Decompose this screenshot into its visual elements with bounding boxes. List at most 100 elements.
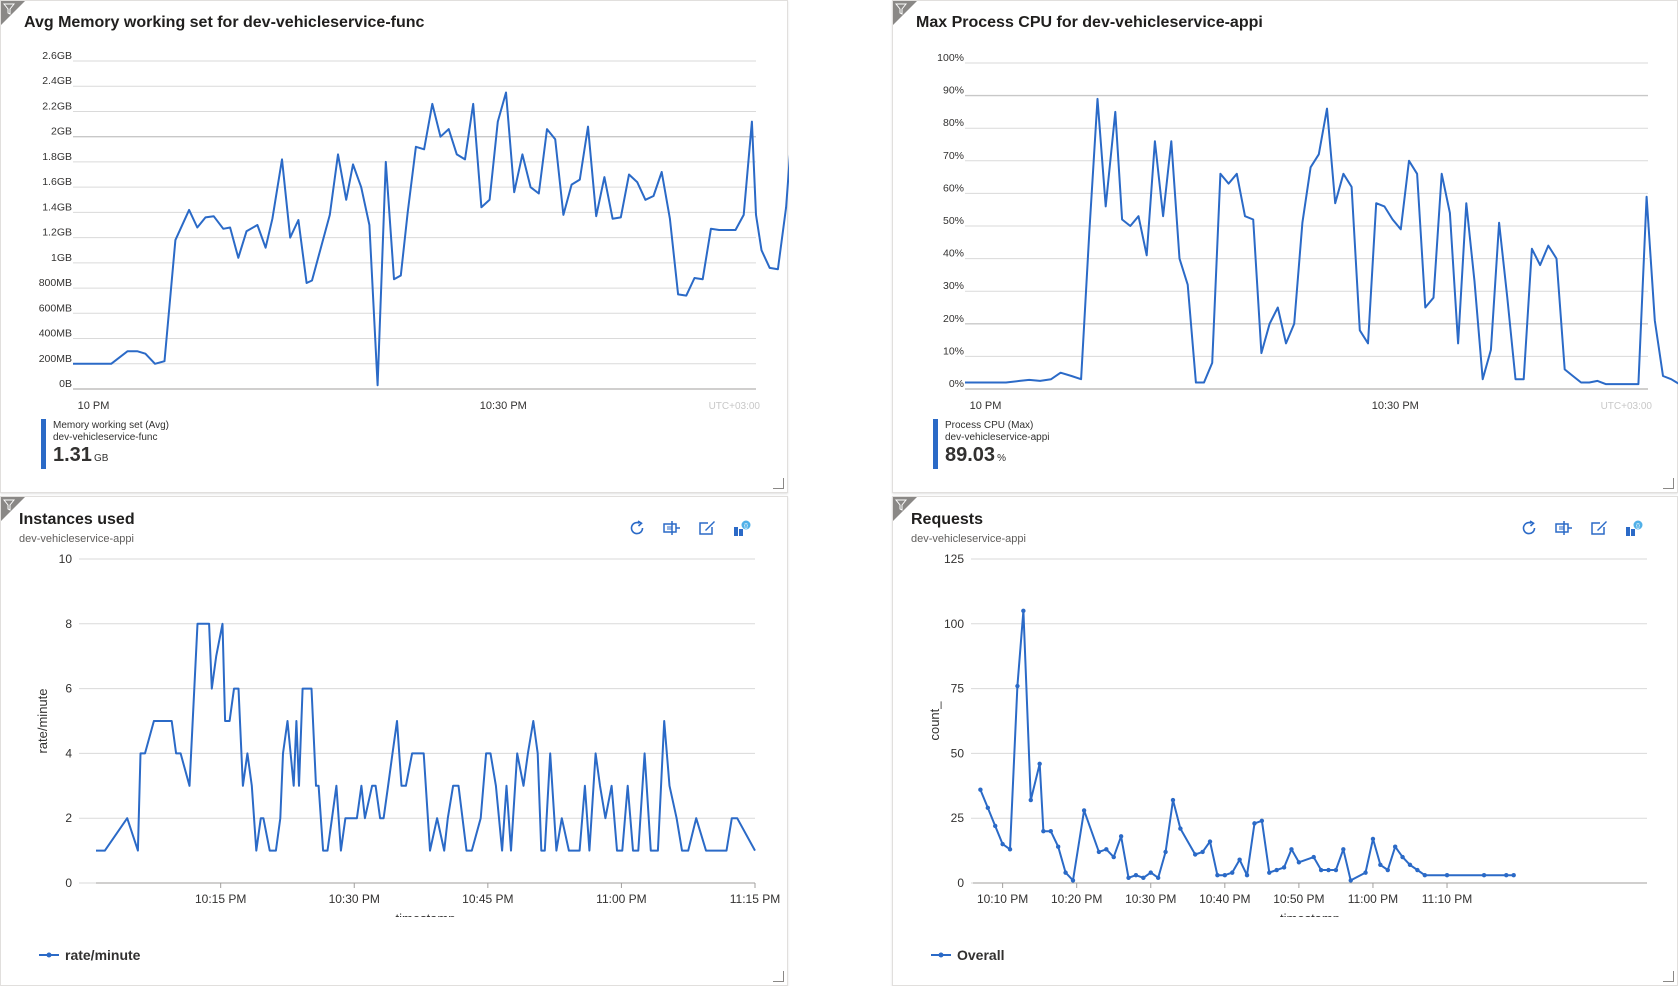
resize-handle[interactable] xyxy=(1663,971,1674,982)
data-point xyxy=(1070,878,1076,883)
y-tick-label: 0% xyxy=(949,378,964,390)
data-point xyxy=(1400,854,1405,860)
y-tick-label: 90% xyxy=(943,85,964,97)
filter-icon[interactable] xyxy=(893,497,917,521)
data-point xyxy=(985,805,991,811)
y-axis-title: count_ xyxy=(927,701,942,741)
tile-subtitle: dev-vehicleservice-appi xyxy=(911,533,1026,545)
svg-text:{}: {} xyxy=(1635,523,1639,529)
tile-toolbar: {} xyxy=(1518,517,1644,538)
data-point xyxy=(1104,847,1109,852)
y-tick-label: 2GB xyxy=(51,126,72,138)
logs-icon[interactable]: {} xyxy=(731,517,752,538)
data-point xyxy=(1163,849,1168,855)
y-tick-label: 1.4GB xyxy=(42,201,72,213)
data-point xyxy=(1481,873,1487,878)
data-point xyxy=(1281,865,1287,870)
logs-icon[interactable]: {} xyxy=(1623,517,1644,538)
data-point xyxy=(1200,849,1205,855)
data-point xyxy=(1222,873,1228,878)
tile-title: Instances used xyxy=(19,511,135,528)
x-tick-label: 10 PM xyxy=(78,400,110,412)
legend-metric: Memory working set (Avg) xyxy=(53,420,169,431)
y-tick-label: 400MB xyxy=(39,328,72,340)
legend-resource: dev-vehicleservice-func xyxy=(53,432,158,443)
instances-tile: Instances used dev-vehicleservice-appi {… xyxy=(0,496,788,986)
y-tick-label: 100% xyxy=(937,52,964,64)
data-point xyxy=(1259,818,1265,823)
cpu-chart: 0% 10% 20% 30% 40% 50% 60% 70% 80% 90% 100% 10 PM 10… xyxy=(937,52,1678,412)
data-point xyxy=(1385,867,1390,873)
x-tick-label: 11:00 PM xyxy=(596,892,646,906)
y-tick-label: 6 xyxy=(65,682,72,696)
svg-text:{}: {} xyxy=(743,523,747,529)
tile-toolbar: {} xyxy=(626,517,752,538)
legend-value: 89.03% xyxy=(945,444,1006,466)
x-tick-label: 10:20 PM xyxy=(1051,892,1102,906)
x-tick-label: 11:10 PM xyxy=(1422,892,1472,906)
data-point xyxy=(1055,844,1061,849)
data-point xyxy=(1126,875,1131,881)
y-tick-label: 8 xyxy=(65,617,72,631)
requests-chart: 0 25 50 75 100 125 10:10 PM 10:20 PM 10:30 PM 10:… xyxy=(927,552,1647,917)
y-tick-label: 80% xyxy=(943,117,964,129)
x-tick-label: 11:15 PM xyxy=(730,892,780,906)
refresh-icon[interactable] xyxy=(1518,517,1539,538)
x-tick-label: 10:30 PM xyxy=(1372,400,1419,412)
y-tick-label: 600MB xyxy=(39,302,72,314)
data-point xyxy=(1048,828,1053,834)
series-line xyxy=(96,622,756,852)
data-point xyxy=(1326,867,1331,873)
y-tick-label: 100 xyxy=(944,617,964,631)
tile-subtitle: dev-vehicleservice-appi xyxy=(19,533,134,545)
y-tick-label: 0 xyxy=(65,876,72,890)
y-tick-label: 2.6GB xyxy=(42,50,72,62)
data-point xyxy=(1230,870,1235,875)
y-tick-label: 2.4GB xyxy=(42,75,72,87)
pin-icon[interactable] xyxy=(1553,517,1574,538)
filter-icon[interactable] xyxy=(1,497,25,521)
x-tick-label: 10:50 PM xyxy=(1273,892,1324,906)
data-point xyxy=(1407,862,1413,868)
y-tick-label: 1.8GB xyxy=(42,151,72,163)
series-line xyxy=(73,91,789,387)
data-point xyxy=(1363,870,1368,875)
y-tick-label: 2.2GB xyxy=(42,100,72,112)
legend-color-bar xyxy=(41,419,46,469)
data-point xyxy=(978,787,983,792)
chart-legend[interactable]: Overall xyxy=(931,947,1004,963)
pin-icon[interactable] xyxy=(661,517,682,538)
data-point xyxy=(1252,821,1257,826)
filter-icon[interactable] xyxy=(1,1,25,25)
refresh-icon[interactable] xyxy=(626,517,647,538)
legend-label: Overall xyxy=(957,947,1005,963)
edit-icon[interactable] xyxy=(696,517,717,538)
legend-color-bar xyxy=(933,419,938,469)
data-point xyxy=(1133,873,1139,878)
data-point xyxy=(1318,867,1324,873)
y-tick-label: 0B xyxy=(59,378,72,390)
legend-value: 1.31 GB xyxy=(53,444,109,466)
filter-icon[interactable] xyxy=(893,1,917,25)
resize-handle[interactable] xyxy=(773,478,784,489)
legend-line-icon xyxy=(931,952,951,958)
resize-handle[interactable] xyxy=(773,971,784,982)
data-point xyxy=(1215,873,1220,878)
data-point xyxy=(1096,849,1102,855)
tile-title: Avg Memory working set for dev-vehiclese… xyxy=(24,14,425,31)
y-tick-label: 20% xyxy=(943,313,964,325)
x-tick-label: 10:30 PM xyxy=(1125,892,1176,906)
data-point xyxy=(1378,862,1383,868)
data-point xyxy=(1111,854,1116,860)
data-point xyxy=(1444,873,1450,878)
x-tick-label: 10:15 PM xyxy=(195,892,246,906)
data-point xyxy=(1041,828,1046,834)
x-axis-title: timestamp xyxy=(1280,911,1340,917)
chart-legend[interactable]: rate/minute xyxy=(39,947,140,963)
y-tick-label: 10 xyxy=(59,552,73,566)
y-tick-label: 1GB xyxy=(51,252,72,264)
edit-icon[interactable] xyxy=(1588,517,1609,538)
y-tick-label: 40% xyxy=(943,248,964,260)
resize-handle[interactable] xyxy=(1663,478,1674,489)
requests-tile: Requests dev-vehicleservice-appi {} 0 25 5… xyxy=(892,496,1678,986)
